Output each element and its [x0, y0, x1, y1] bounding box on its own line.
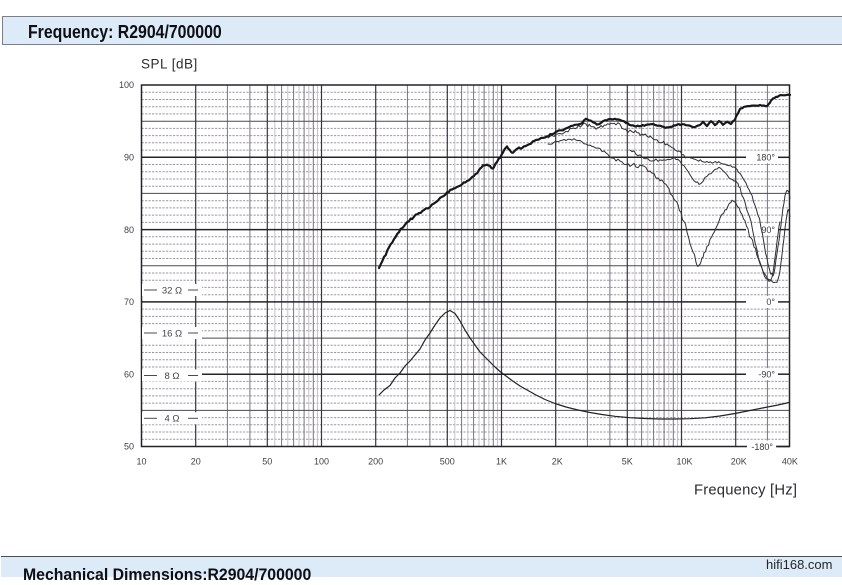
- svg-text:40K: 40K: [782, 457, 798, 467]
- svg-text:1K: 1K: [496, 457, 507, 467]
- svg-text:200: 200: [368, 457, 383, 467]
- svg-text:-180°: -180°: [751, 442, 773, 452]
- svg-text:4 Ω: 4 Ω: [164, 414, 179, 425]
- svg-text:16 Ω: 16 Ω: [162, 328, 182, 339]
- svg-text:100: 100: [119, 80, 134, 90]
- svg-text:100: 100: [314, 457, 329, 467]
- svg-text:50: 50: [262, 457, 272, 467]
- svg-text:180°: 180°: [756, 153, 775, 163]
- svg-text:20: 20: [191, 457, 201, 467]
- svg-text:20K: 20K: [731, 457, 747, 467]
- svg-text:10: 10: [136, 457, 146, 467]
- svg-text:Frequency [Hz]: Frequency [Hz]: [694, 483, 797, 499]
- svg-text:8 Ω: 8 Ω: [164, 371, 179, 382]
- svg-text:0°: 0°: [766, 297, 775, 307]
- svg-text:SPL [dB]: SPL [dB]: [141, 57, 198, 72]
- svg-text:32 Ω: 32 Ω: [162, 285, 182, 296]
- svg-text:-90°: -90°: [758, 369, 775, 379]
- svg-text:60: 60: [124, 369, 134, 379]
- svg-text:90°: 90°: [761, 225, 775, 235]
- svg-text:2K: 2K: [552, 457, 563, 467]
- svg-text:70: 70: [124, 297, 134, 307]
- svg-text:500: 500: [440, 457, 455, 467]
- svg-text:10K: 10K: [676, 457, 692, 467]
- svg-text:50: 50: [124, 442, 134, 452]
- svg-text:5K: 5K: [622, 457, 633, 467]
- svg-text:90: 90: [124, 153, 134, 163]
- svg-text:80: 80: [124, 225, 134, 235]
